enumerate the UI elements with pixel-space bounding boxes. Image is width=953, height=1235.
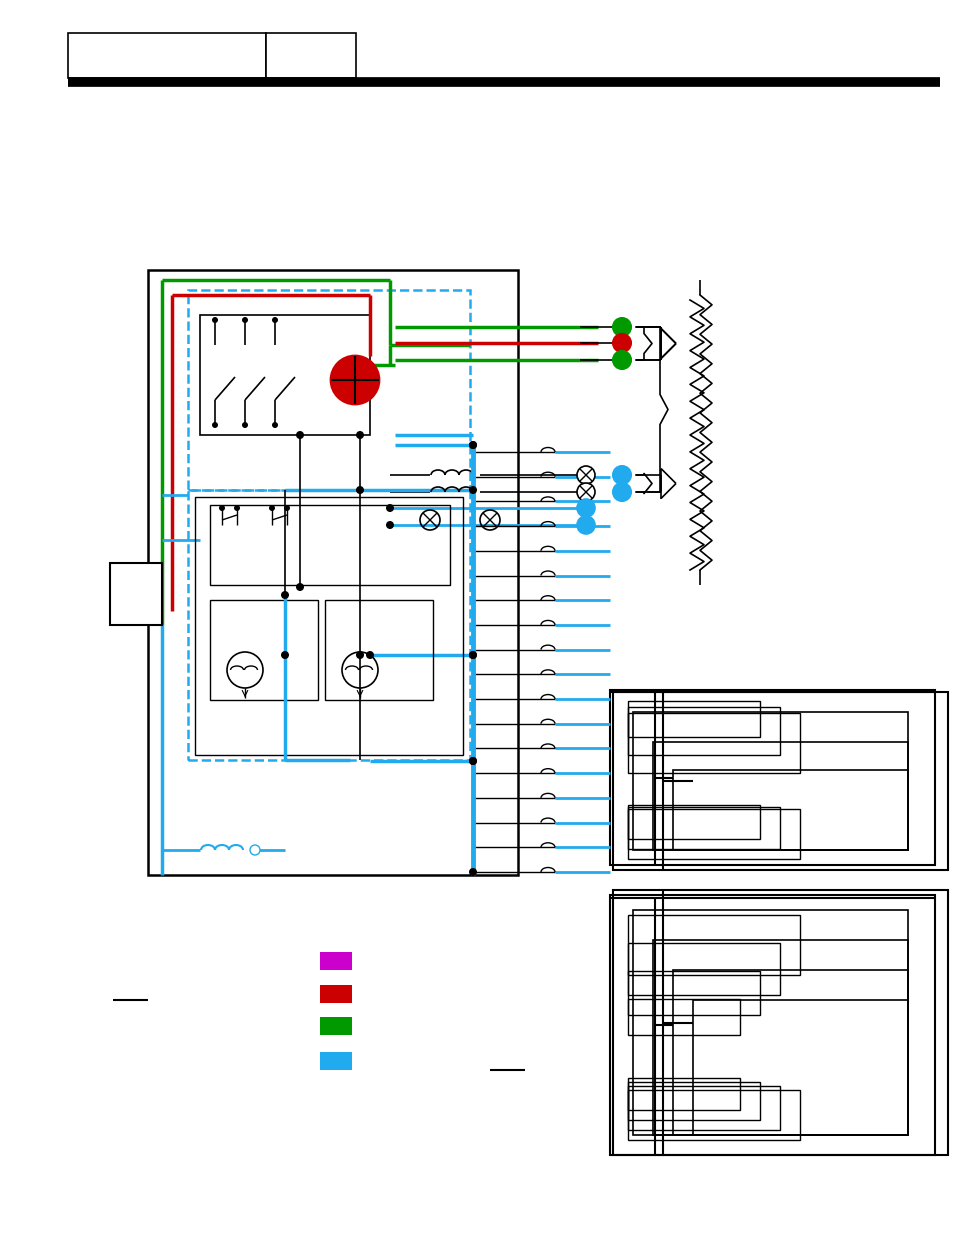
Circle shape bbox=[272, 317, 277, 324]
Bar bbox=[319, 952, 352, 969]
Circle shape bbox=[233, 505, 240, 511]
Bar bbox=[627, 944, 780, 995]
Bar bbox=[266, 33, 355, 78]
Circle shape bbox=[469, 441, 476, 450]
Bar bbox=[627, 806, 780, 848]
Bar bbox=[692, 1000, 907, 1135]
Bar bbox=[627, 713, 800, 773]
Circle shape bbox=[577, 499, 595, 517]
Bar bbox=[627, 915, 800, 974]
Bar bbox=[627, 1086, 780, 1130]
Circle shape bbox=[355, 487, 364, 494]
Bar bbox=[200, 315, 370, 435]
Circle shape bbox=[281, 651, 289, 659]
Bar bbox=[652, 742, 907, 850]
Bar bbox=[148, 270, 517, 876]
Circle shape bbox=[295, 583, 304, 592]
Circle shape bbox=[469, 651, 476, 659]
Circle shape bbox=[250, 845, 260, 855]
Circle shape bbox=[469, 757, 476, 764]
Circle shape bbox=[355, 651, 364, 659]
Bar bbox=[194, 496, 462, 755]
Circle shape bbox=[331, 356, 378, 404]
Bar bbox=[672, 769, 907, 850]
Bar bbox=[652, 940, 907, 1135]
Bar bbox=[633, 910, 907, 1135]
Circle shape bbox=[577, 466, 595, 484]
Circle shape bbox=[284, 505, 290, 511]
Circle shape bbox=[366, 651, 374, 659]
Bar bbox=[613, 890, 947, 1155]
Circle shape bbox=[577, 483, 595, 501]
Bar bbox=[627, 805, 760, 839]
Bar bbox=[627, 701, 760, 737]
Circle shape bbox=[281, 592, 289, 599]
Circle shape bbox=[613, 317, 630, 336]
Circle shape bbox=[386, 521, 394, 529]
Circle shape bbox=[272, 422, 277, 429]
Bar bbox=[609, 895, 934, 1155]
Bar bbox=[609, 690, 934, 864]
Circle shape bbox=[613, 466, 630, 484]
Bar bbox=[319, 1052, 352, 1070]
Bar bbox=[319, 986, 352, 1003]
Circle shape bbox=[269, 505, 274, 511]
Bar bbox=[188, 490, 470, 760]
Circle shape bbox=[242, 422, 248, 429]
Bar bbox=[319, 1016, 352, 1035]
Bar bbox=[633, 713, 907, 850]
Bar bbox=[627, 1082, 760, 1120]
Bar bbox=[627, 1091, 800, 1140]
Circle shape bbox=[613, 483, 630, 501]
Circle shape bbox=[613, 333, 630, 352]
Circle shape bbox=[295, 431, 304, 438]
Bar bbox=[210, 600, 317, 700]
Circle shape bbox=[469, 441, 476, 450]
Bar bbox=[68, 33, 266, 78]
Bar bbox=[627, 1078, 740, 1110]
Bar bbox=[325, 600, 433, 700]
Circle shape bbox=[219, 505, 225, 511]
Circle shape bbox=[613, 351, 630, 369]
Circle shape bbox=[212, 422, 218, 429]
Bar bbox=[672, 969, 907, 1135]
Bar bbox=[110, 563, 162, 625]
Circle shape bbox=[469, 757, 476, 764]
Bar bbox=[188, 290, 470, 490]
Bar bbox=[210, 505, 450, 585]
Bar bbox=[627, 971, 760, 1015]
Bar bbox=[627, 999, 740, 1035]
Bar bbox=[627, 706, 780, 755]
Bar bbox=[613, 692, 947, 869]
Circle shape bbox=[242, 317, 248, 324]
Circle shape bbox=[469, 651, 476, 659]
Circle shape bbox=[469, 868, 476, 876]
Circle shape bbox=[355, 431, 364, 438]
Circle shape bbox=[577, 516, 595, 534]
Circle shape bbox=[386, 504, 394, 513]
Circle shape bbox=[212, 317, 218, 324]
Circle shape bbox=[469, 487, 476, 494]
Bar bbox=[627, 809, 800, 860]
